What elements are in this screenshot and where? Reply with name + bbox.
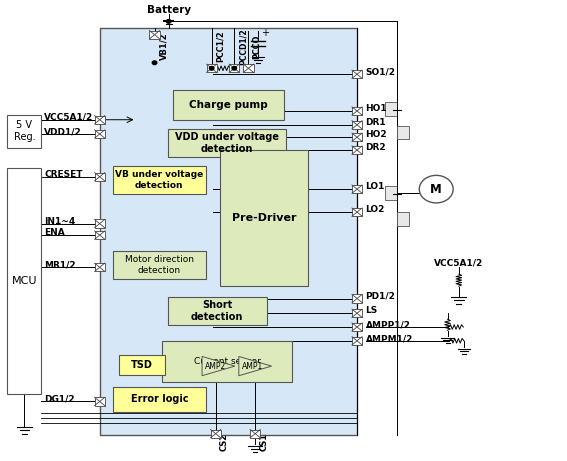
Bar — [352, 133, 362, 142]
Bar — [150, 30, 160, 39]
Circle shape — [419, 175, 453, 203]
Text: AMP1: AMP1 — [242, 361, 263, 371]
Bar — [250, 430, 260, 438]
Bar — [113, 166, 206, 194]
Bar — [386, 186, 397, 200]
Text: DR1: DR1 — [366, 118, 386, 127]
Text: HO2: HO2 — [366, 130, 387, 139]
Bar — [352, 107, 362, 115]
Bar — [352, 185, 362, 193]
Bar — [243, 64, 253, 72]
Bar — [352, 208, 362, 216]
Bar — [397, 126, 409, 140]
Text: VCC5A1/2: VCC5A1/2 — [44, 113, 94, 122]
Text: VDD under voltage
detection: VDD under voltage detection — [175, 132, 279, 154]
Bar — [7, 115, 41, 148]
Text: LO2: LO2 — [366, 205, 385, 214]
Bar — [95, 231, 105, 239]
Text: PCCD1/2: PCCD1/2 — [238, 28, 247, 65]
Text: PD1/2: PD1/2 — [366, 292, 395, 301]
Text: PCCO: PCCO — [252, 35, 261, 59]
Text: +: + — [261, 28, 269, 38]
Circle shape — [167, 19, 171, 23]
Text: DR2: DR2 — [366, 143, 386, 152]
Polygon shape — [202, 356, 235, 376]
Bar — [100, 28, 357, 435]
Text: AMP2: AMP2 — [205, 361, 226, 371]
Bar — [352, 146, 362, 154]
Bar — [95, 172, 105, 181]
Text: Motor direction
detection: Motor direction detection — [125, 255, 194, 275]
Text: 5 V
Reg.: 5 V Reg. — [14, 120, 35, 142]
Text: MCU: MCU — [12, 276, 37, 286]
Text: MR1/2: MR1/2 — [44, 260, 76, 270]
Bar — [352, 337, 362, 345]
Text: TSD: TSD — [131, 360, 153, 370]
Bar — [210, 430, 221, 438]
Text: Charge pump: Charge pump — [189, 100, 268, 110]
Bar — [386, 102, 397, 116]
Text: M: M — [430, 183, 442, 195]
Text: SO1/2: SO1/2 — [366, 67, 396, 77]
Text: VCC5A1/2: VCC5A1/2 — [434, 258, 484, 267]
Bar — [113, 387, 206, 412]
Bar — [95, 116, 105, 124]
Text: Pre-Driver: Pre-Driver — [232, 213, 296, 223]
Text: LS: LS — [366, 307, 378, 315]
Text: Error logic: Error logic — [130, 395, 188, 404]
Text: Current sensor: Current sensor — [193, 357, 260, 366]
Text: Battery: Battery — [147, 5, 191, 15]
Text: CS1: CS1 — [259, 433, 268, 451]
Bar — [352, 70, 362, 78]
Text: VB under voltage
detection: VB under voltage detection — [115, 170, 204, 189]
Bar — [229, 64, 239, 72]
Text: CS2: CS2 — [219, 433, 229, 451]
Text: ENA: ENA — [44, 228, 65, 237]
Bar — [120, 355, 165, 375]
Bar — [352, 121, 362, 129]
Text: LO1: LO1 — [366, 183, 385, 191]
Text: IN1~4: IN1~4 — [44, 217, 75, 226]
Polygon shape — [239, 356, 272, 376]
Bar — [352, 323, 362, 331]
Text: PCC1/2: PCC1/2 — [215, 31, 225, 63]
Bar — [352, 309, 362, 317]
Bar — [162, 341, 292, 382]
Bar — [7, 168, 41, 394]
Text: VDD1/2: VDD1/2 — [44, 127, 82, 136]
Bar — [95, 397, 105, 406]
Bar — [397, 212, 409, 226]
Text: Short
detection: Short detection — [191, 300, 243, 322]
Circle shape — [209, 66, 214, 70]
Circle shape — [232, 66, 236, 70]
Bar — [95, 263, 105, 272]
Text: AMPP1/2: AMPP1/2 — [366, 320, 411, 329]
Bar — [220, 150, 308, 286]
Text: VB1/2: VB1/2 — [159, 33, 168, 60]
Bar — [168, 297, 266, 325]
Bar — [173, 90, 284, 120]
Text: AMPM1/2: AMPM1/2 — [366, 334, 413, 343]
Text: HO1: HO1 — [366, 104, 387, 113]
Bar — [95, 130, 105, 138]
Circle shape — [153, 61, 157, 65]
Bar — [206, 64, 217, 72]
Text: DG1/2: DG1/2 — [44, 395, 75, 404]
Bar — [113, 251, 206, 279]
Bar — [168, 130, 286, 157]
Text: CRESET: CRESET — [44, 170, 83, 179]
Bar — [352, 295, 362, 303]
Bar — [95, 219, 105, 228]
